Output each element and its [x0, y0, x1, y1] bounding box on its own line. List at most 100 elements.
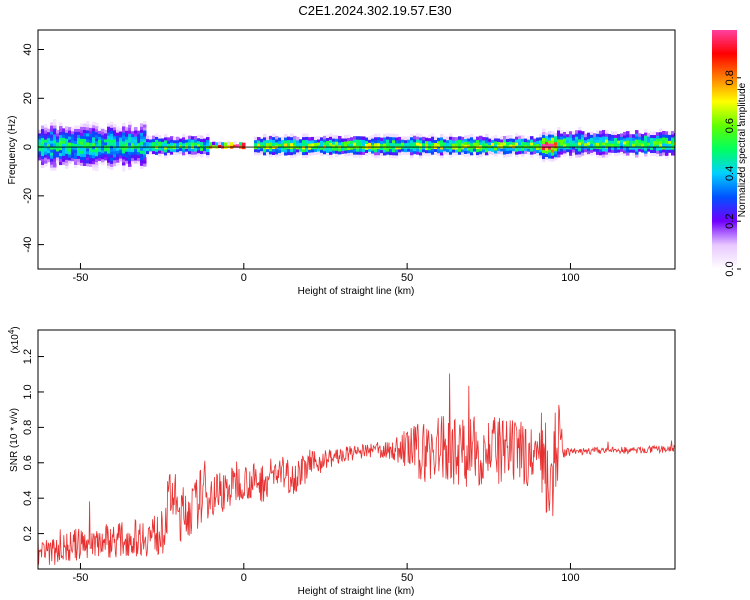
heatmap-cell	[119, 134, 123, 138]
heatmap-cell	[626, 131, 630, 135]
heatmap-cell	[278, 146, 282, 151]
heatmap-cell	[89, 133, 93, 137]
heatmap-cell	[152, 141, 156, 146]
heatmap-cell	[611, 134, 615, 138]
heatmap-cell	[398, 142, 402, 147]
heatmap-cell	[77, 158, 81, 162]
snr-y-axis-label: SNR (10 * v/v)	[9, 408, 20, 472]
heatmap-cell	[323, 147, 327, 152]
heatmap-cell	[617, 146, 621, 150]
heatmap-cell	[665, 140, 669, 144]
heatmap-cell	[548, 143, 552, 147]
heatmap-cell	[239, 142, 243, 146]
heatmap-cell	[41, 164, 45, 169]
heatmap-cell	[461, 145, 465, 150]
heatmap-cell	[656, 144, 660, 148]
heatmap-cell	[635, 151, 639, 155]
heatmap-cell	[185, 136, 189, 140]
heatmap-cell	[206, 151, 210, 156]
heatmap-cell	[641, 146, 645, 150]
heatmap-cell	[314, 151, 318, 156]
heatmap-cell	[623, 140, 627, 145]
heatmap-cell	[437, 146, 441, 151]
heatmap-cell	[176, 139, 180, 144]
heatmap-cell	[305, 154, 309, 158]
heatmap-cell	[95, 128, 99, 133]
heatmap-cell	[623, 143, 627, 148]
heatmap-cell	[533, 147, 537, 152]
heatmap-cell	[530, 154, 534, 158]
heatmap-cell	[38, 138, 42, 143]
heatmap-cell	[101, 149, 105, 154]
heatmap-cell	[269, 141, 273, 146]
heatmap-cell	[563, 149, 567, 154]
heatmap-cell	[65, 135, 69, 139]
heatmap-cell	[86, 129, 90, 134]
heatmap-cell	[95, 158, 99, 163]
heatmap-cell	[275, 135, 279, 140]
heatmap-cell	[104, 138, 108, 143]
heatmap-cell	[122, 155, 126, 160]
heatmap-cell	[143, 121, 147, 125]
heatmap-cell	[83, 156, 87, 161]
heatmap-cell	[407, 151, 411, 155]
heatmap-cell	[416, 133, 420, 137]
heatmap-cell	[536, 140, 540, 145]
heatmap-cell	[668, 143, 672, 147]
heatmap-cell	[584, 145, 588, 150]
heatmap-cell	[272, 133, 276, 138]
heatmap-cell	[461, 151, 465, 156]
heatmap-cell	[305, 139, 309, 143]
heatmap-cell	[671, 140, 675, 144]
heatmap-cell	[155, 139, 159, 143]
heatmap-cell	[458, 148, 462, 152]
heatmap-cell	[80, 138, 84, 142]
heatmap-cell	[671, 149, 675, 153]
heatmap-cell	[44, 160, 48, 164]
heatmap-cell	[83, 150, 87, 155]
heatmap-cell	[494, 146, 498, 151]
heatmap-cell	[413, 141, 417, 146]
x-tick-label: 100	[561, 572, 579, 584]
heatmap-cell	[386, 148, 390, 152]
heatmap-cell	[107, 135, 111, 139]
heatmap-cell	[668, 140, 672, 144]
heatmap-cell	[419, 148, 423, 153]
heatmap-cell	[353, 136, 357, 140]
heatmap-cell	[122, 125, 126, 130]
heatmap-cell	[470, 133, 474, 138]
heatmap-cell	[194, 142, 198, 146]
heatmap-cell	[329, 142, 333, 146]
heatmap-cell	[665, 134, 669, 138]
heatmap-cell	[197, 134, 201, 139]
heatmap-cell	[629, 140, 633, 144]
heatmap-cell	[425, 152, 429, 157]
heatmap-cell	[44, 157, 48, 161]
heatmap-cell	[632, 152, 636, 156]
heatmap-cell	[359, 136, 363, 140]
heatmap-cell	[437, 137, 441, 142]
heatmap-cell	[599, 151, 603, 156]
heatmap-cell	[284, 149, 288, 153]
heatmap-cell	[494, 152, 498, 157]
snr-y-ticks: 0.20.40.60.81.01.2	[22, 349, 44, 541]
heatmap-cell	[392, 136, 396, 141]
heatmap-cell	[671, 137, 675, 141]
heatmap-cell	[176, 151, 180, 156]
heatmap-cell	[512, 141, 516, 146]
heatmap-cell	[107, 165, 111, 169]
heatmap-cell	[572, 143, 576, 147]
heatmap-cell	[113, 144, 117, 149]
heatmap-cell	[440, 142, 444, 147]
heatmap-cell	[62, 161, 66, 165]
heatmap-cell	[632, 149, 636, 153]
heatmap-cell	[365, 152, 369, 157]
heatmap-cell	[560, 139, 564, 143]
heatmap-cell	[554, 156, 558, 161]
heatmap-cell	[128, 151, 132, 155]
heatmap-cell	[644, 147, 648, 151]
heatmap-cell	[665, 155, 669, 159]
heatmap-cell	[599, 145, 603, 150]
heatmap-cell	[77, 146, 81, 150]
heatmap-cell	[95, 149, 99, 154]
